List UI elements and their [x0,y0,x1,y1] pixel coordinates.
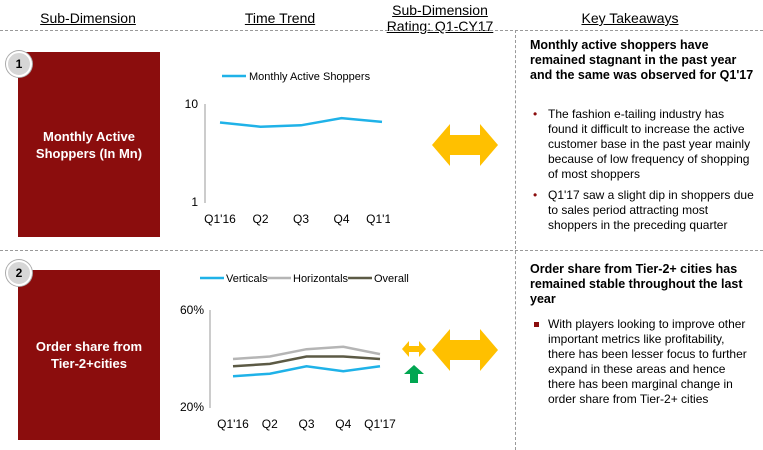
header-key-takeaways: Key Takeaways [581,10,679,26]
chart1-series-line [219,116,383,128]
chart2-series-verticals [232,365,381,378]
chart1-legend-label: Monthly Active Shoppers [249,71,371,83]
row2-up-arrow-icon [404,365,424,383]
row1-bullet: Q1'17 saw a slight dip in shoppers due t… [530,188,755,233]
chart2-xtick: Q1'17 [364,417,396,431]
row1-rating-double-arrow-icon [432,124,498,166]
row2-takeaway-bullets: With players looking to improve other im… [530,317,755,413]
row2-label-box: Order share from Tier-2+cities [18,270,160,440]
chart-order-share-tier2: Verticals Horizontals Overall 60% 20% Q1… [180,273,409,431]
chart-monthly-active-shoppers: Monthly Active Shoppers 10 1 Q1'16 Q2 Q3… [185,71,390,226]
chart2-ytick-top: 60% [180,303,204,317]
chart2-legend-label: Horizontals [293,273,349,285]
chart2-xtick: Q4 [335,417,351,431]
row1-number-badge: 1 [6,51,32,77]
chart1-ytick-top: 10 [185,97,199,111]
row2-takeaway-title: Order share from Tier-2+ cities has rema… [530,262,743,306]
row1-bullet: The fashion e-tailing industry has found… [530,107,755,182]
header-rating-line2: Rating: Q1-CY17 [386,18,494,34]
row-separator [0,250,763,251]
row1-label: Monthly Active Shoppers (In Mn) [35,128,143,161]
header-sub-dimension: Sub-Dimension [40,10,136,26]
row2-small-double-arrow-icon [402,341,426,357]
row2-label: Order share from Tier-2+cities [35,339,143,371]
row1-takeaway-bullets: The fashion e-tailing industry has found… [530,107,755,239]
chart2-series-lines [232,345,381,378]
header-separator [0,30,763,31]
chart2-legend-label: Overall [374,273,409,285]
chart2-xtick: Q1'16 [217,417,249,431]
takeaway-column-divider [515,30,516,450]
chart1-xtick: Q4 [333,212,349,226]
row2-number-badge: 2 [6,260,32,286]
row1-takeaway-title: Monthly active shoppers have remained st… [530,38,754,82]
row2-rating-double-arrow-icon [432,329,498,371]
chart2-xtick: Q3 [298,417,314,431]
chart1-xtick: Q1'17 [366,212,390,226]
chart2-legend-label: Verticals [226,273,268,285]
row1-label-box: Monthly Active Shoppers (In Mn) [18,52,160,237]
chart2-ytick-bottom: 20% [180,400,204,414]
header-time-trend: Time Trend [244,10,316,26]
chart2-series-overall [232,355,381,368]
chart1-xticks: Q1'16 Q2 Q3 Q4 Q1'17 [204,212,390,226]
header-rating-line1: Sub-Dimension [392,2,488,18]
chart1-xtick: Q3 [293,212,309,226]
row2-bullet: With players looking to improve other im… [530,317,755,407]
chart1-ytick-bottom: 1 [191,195,198,209]
chart1-xtick: Q1'16 [204,212,236,226]
chart2-xticks: Q1'16 Q2 Q3 Q4 Q1'17 [217,417,396,431]
chart2-xtick: Q2 [262,417,278,431]
chart1-xtick: Q2 [252,212,268,226]
chart2-series-horizontals [232,345,381,361]
